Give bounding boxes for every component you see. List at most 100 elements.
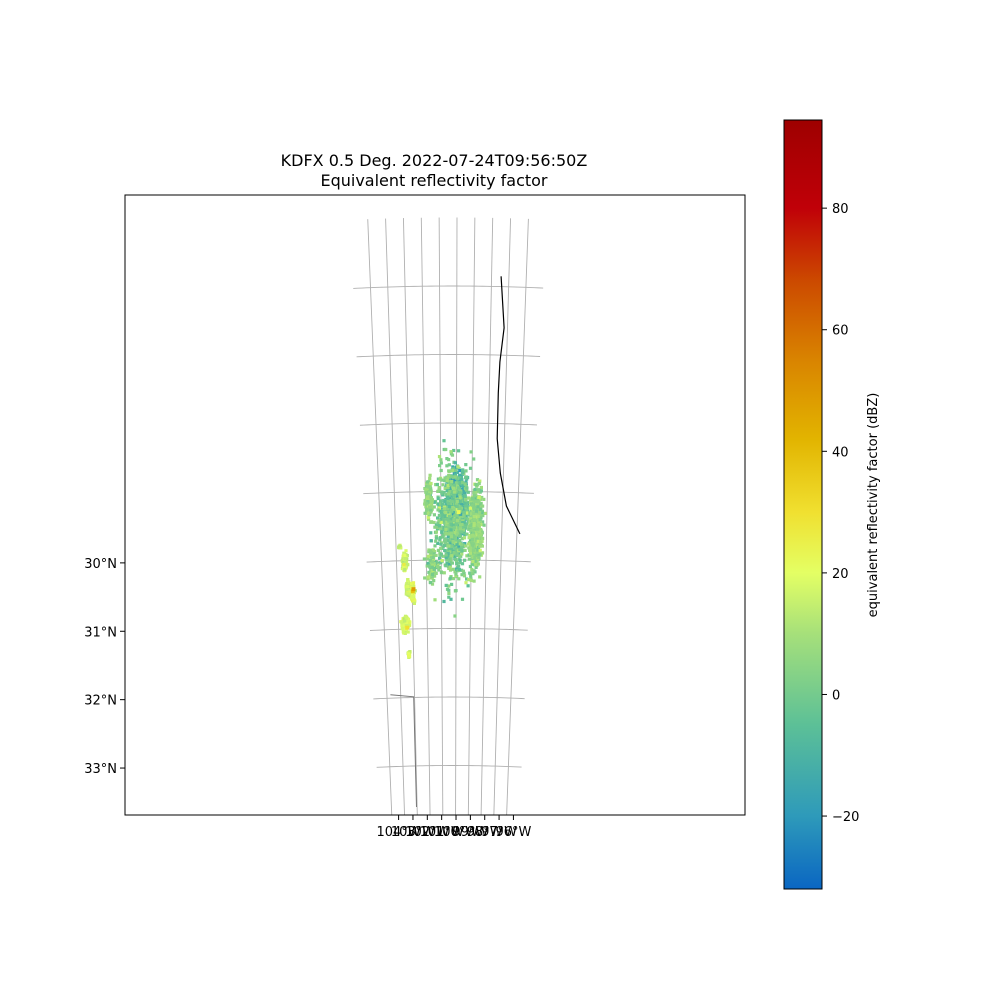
echo-gate bbox=[446, 552, 450, 556]
echo-gate bbox=[470, 526, 475, 530]
echo-gate bbox=[437, 488, 441, 492]
echo-gate bbox=[472, 522, 476, 526]
echo-gate bbox=[438, 464, 442, 468]
echo-gate bbox=[455, 543, 459, 547]
echo-gate bbox=[459, 482, 463, 486]
echo-gate bbox=[451, 540, 455, 544]
echo-gate bbox=[472, 501, 476, 505]
echo-gate bbox=[430, 499, 434, 503]
echo-gate bbox=[476, 514, 480, 519]
echo-gate bbox=[457, 526, 461, 530]
echo-gate bbox=[468, 540, 473, 544]
echo-gate bbox=[436, 496, 440, 501]
parallel-line bbox=[359, 422, 538, 426]
echo-gate bbox=[470, 522, 474, 526]
echo-gate bbox=[444, 564, 448, 568]
chart-title-line1: KDFX 0.5 Deg. 2022-07-24T09:56:50Z bbox=[281, 151, 588, 170]
echo-gate bbox=[455, 499, 459, 504]
echo-gate bbox=[468, 544, 472, 548]
echo-gate bbox=[470, 538, 474, 542]
echo-gate bbox=[471, 560, 475, 564]
echo-gate bbox=[423, 511, 427, 515]
echo-gate bbox=[400, 559, 404, 563]
echo-gate bbox=[479, 536, 483, 540]
echo-gate bbox=[464, 475, 468, 479]
echo-gate bbox=[441, 483, 445, 487]
echo-gate bbox=[451, 468, 455, 472]
echo-gate bbox=[458, 500, 462, 504]
echo-gate bbox=[434, 571, 438, 575]
echo-gate bbox=[402, 564, 406, 568]
echo-gate bbox=[473, 563, 478, 567]
colorbar-tick-label: −20 bbox=[832, 810, 859, 825]
echo-gate bbox=[407, 623, 411, 628]
echo-gate bbox=[460, 471, 464, 475]
echo-gate bbox=[452, 486, 456, 490]
echo-gate bbox=[476, 522, 480, 527]
echo-gate bbox=[407, 652, 411, 656]
echo-gate bbox=[452, 535, 456, 539]
echo-gate bbox=[438, 565, 442, 570]
echo-gate bbox=[432, 513, 436, 517]
echo-gate bbox=[471, 555, 475, 559]
map-frame bbox=[124, 194, 746, 816]
echo-gate bbox=[450, 582, 454, 586]
echo-gate bbox=[479, 540, 483, 544]
echo-gate bbox=[430, 520, 434, 524]
echo-gate bbox=[476, 539, 480, 543]
echo-gate bbox=[468, 546, 472, 550]
echo-gate bbox=[460, 547, 464, 551]
echo-gate bbox=[445, 464, 449, 468]
echo-gate bbox=[464, 581, 468, 585]
echo-gate bbox=[423, 502, 427, 506]
echo-gate bbox=[458, 547, 462, 551]
echo-gate bbox=[447, 463, 451, 467]
echo-gate bbox=[468, 564, 472, 569]
echo-gate bbox=[453, 461, 457, 465]
echo-gate bbox=[471, 545, 475, 550]
echo-gate bbox=[450, 561, 454, 565]
echo-gate bbox=[447, 458, 451, 462]
echo-gate bbox=[454, 558, 458, 562]
echo-gate bbox=[432, 579, 436, 583]
echo-gate bbox=[447, 504, 451, 509]
meridian-line bbox=[385, 218, 405, 815]
echo-hot-spot bbox=[456, 510, 461, 515]
echo-gate bbox=[463, 526, 468, 530]
echo-gate bbox=[447, 519, 451, 523]
echo-gate bbox=[472, 505, 476, 509]
echo-gate bbox=[446, 476, 450, 480]
echo-gate bbox=[447, 591, 451, 595]
echo-gate bbox=[400, 624, 404, 628]
echo-gate bbox=[472, 579, 476, 583]
echo-gate bbox=[442, 543, 447, 548]
echo-gate bbox=[449, 597, 453, 601]
colorbar-tick-label: 0 bbox=[832, 688, 840, 703]
echo-gate bbox=[440, 491, 444, 495]
echo-gate bbox=[425, 507, 429, 511]
echo-gate bbox=[405, 623, 409, 628]
echo-gate bbox=[465, 486, 469, 490]
echo-gate bbox=[463, 490, 467, 494]
map-background bbox=[125, 195, 745, 815]
echo-gate bbox=[451, 523, 455, 527]
echo-gate bbox=[432, 520, 436, 525]
echo-gate bbox=[443, 514, 447, 519]
echo-gate bbox=[463, 558, 467, 562]
echo-gate bbox=[479, 532, 483, 536]
echo-gate bbox=[477, 529, 481, 534]
echo-gate bbox=[432, 567, 436, 571]
x-axis-ticks: 104°W103°W102°W101°W100°W99°W98°W97°W96°… bbox=[377, 815, 532, 840]
echo-gate bbox=[472, 494, 476, 498]
echo-gate bbox=[466, 496, 471, 500]
echo-gate bbox=[450, 500, 454, 504]
echo-gate bbox=[475, 478, 480, 482]
echo-gate bbox=[429, 508, 433, 512]
echo-gate bbox=[456, 486, 460, 490]
echo-gate bbox=[426, 561, 430, 565]
echo-gate bbox=[455, 470, 459, 474]
echo-gate bbox=[482, 523, 486, 527]
echo-gate bbox=[451, 498, 455, 502]
echo-hot-spot bbox=[410, 589, 415, 594]
echo-gate bbox=[452, 550, 456, 555]
